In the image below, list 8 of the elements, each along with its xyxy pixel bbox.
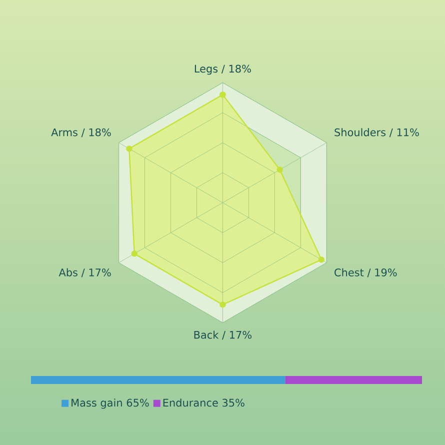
spoke-label: Legs / 18%: [194, 64, 251, 75]
spoke-label: Arms / 18%: [51, 128, 111, 138]
spoke-label: Abs / 17%: [58, 268, 111, 278]
spoke-label: Shoulders / 11%: [334, 128, 419, 138]
spoke-label: Chest / 19%: [334, 268, 397, 278]
legend-label: Mass gain 65%: [72, 398, 149, 409]
legend-label: Endurance 35%: [163, 398, 244, 407]
spoke-label: Back / 17%: [194, 330, 252, 340]
